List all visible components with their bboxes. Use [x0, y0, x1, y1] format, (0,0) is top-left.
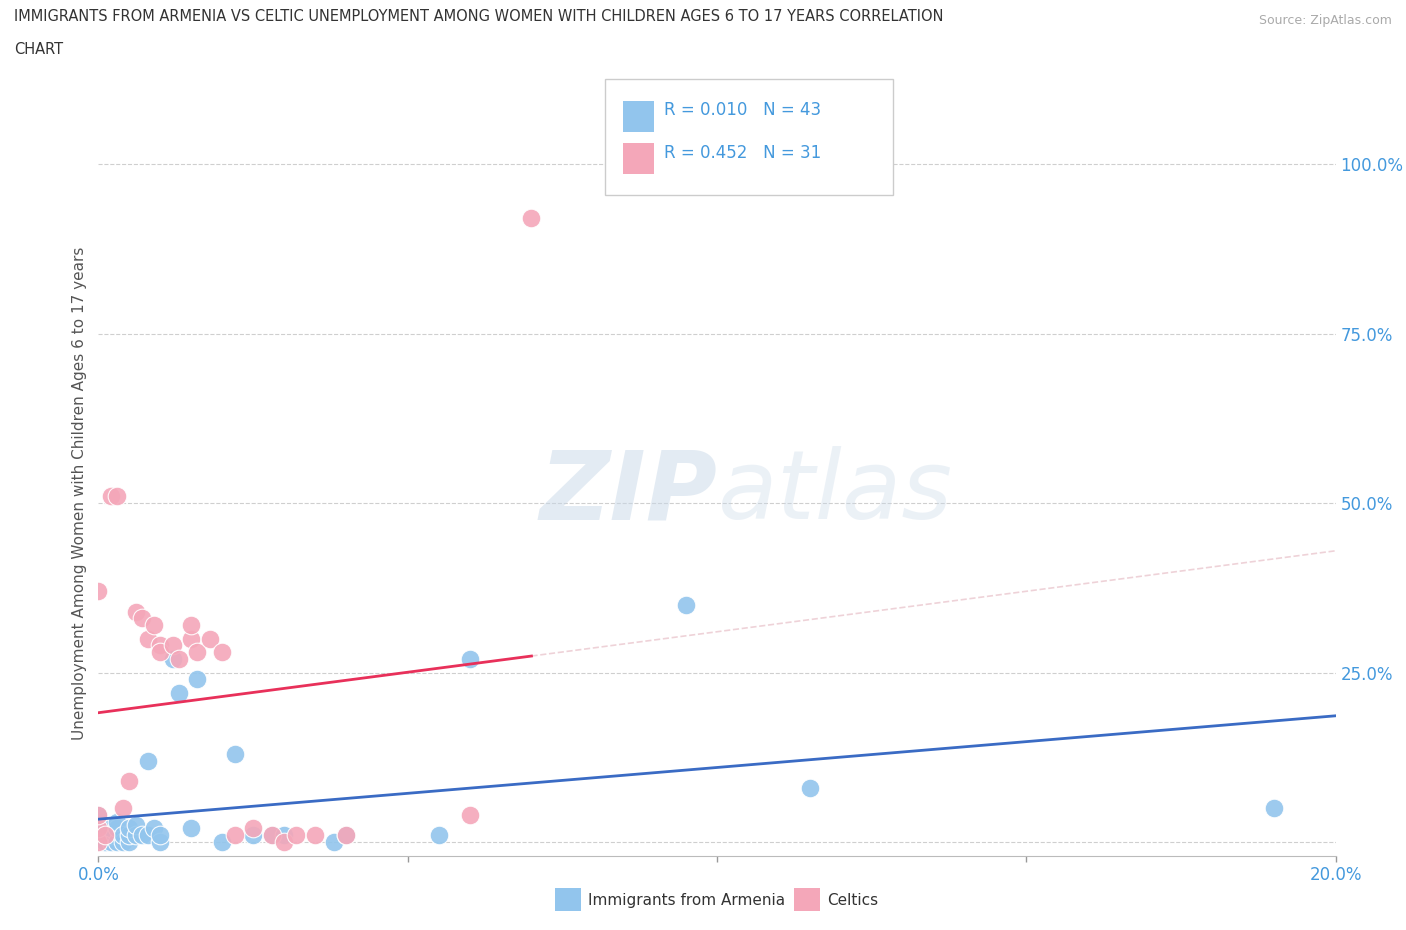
Point	[675, 597, 697, 612]
Point	[242, 821, 264, 836]
Point	[1263, 801, 1285, 816]
Point	[458, 652, 481, 667]
Point	[149, 828, 172, 843]
Point	[105, 489, 128, 504]
Text: atlas: atlas	[717, 446, 952, 539]
Point	[273, 834, 295, 849]
Point	[118, 821, 141, 836]
Text: Source: ZipAtlas.com: Source: ZipAtlas.com	[1258, 14, 1392, 27]
Point	[162, 652, 184, 667]
Text: CHART: CHART	[14, 42, 63, 57]
Point	[87, 821, 110, 836]
Point	[136, 631, 159, 646]
Point	[198, 631, 221, 646]
Point	[131, 828, 153, 843]
Point	[93, 834, 115, 849]
Point	[458, 807, 481, 822]
Point	[242, 828, 264, 843]
Point	[224, 747, 246, 762]
Point	[162, 638, 184, 653]
Point	[335, 828, 357, 843]
Point	[118, 774, 141, 789]
Point	[180, 821, 202, 836]
Point	[520, 211, 543, 226]
Point	[136, 828, 159, 843]
Point	[186, 644, 208, 659]
Point	[304, 828, 326, 843]
Point	[799, 780, 821, 795]
Point	[322, 834, 344, 849]
Point	[180, 631, 202, 646]
Point	[87, 828, 110, 843]
Point	[260, 828, 283, 843]
Point	[124, 817, 146, 832]
Point	[260, 828, 283, 843]
Text: ZIP: ZIP	[538, 446, 717, 539]
Point	[118, 828, 141, 843]
Point	[211, 834, 233, 849]
Point	[167, 652, 190, 667]
Point	[112, 801, 135, 816]
Point	[186, 671, 208, 686]
Text: R = 0.010   N = 43: R = 0.010 N = 43	[664, 101, 821, 119]
Point	[112, 828, 135, 843]
Point	[87, 834, 110, 849]
Point	[87, 807, 110, 822]
Point	[427, 828, 450, 843]
Text: Immigrants from Armenia: Immigrants from Armenia	[588, 893, 785, 908]
Point	[224, 828, 246, 843]
Point	[285, 828, 308, 843]
Text: R = 0.452   N = 31: R = 0.452 N = 31	[664, 144, 821, 162]
Point	[143, 618, 166, 632]
Point	[105, 815, 128, 830]
Point	[180, 618, 202, 632]
Point	[100, 489, 122, 504]
Point	[105, 821, 128, 836]
Point	[124, 828, 146, 843]
Point	[112, 834, 135, 849]
Point	[149, 644, 172, 659]
Point	[100, 828, 122, 843]
Point	[273, 828, 295, 843]
Point	[87, 584, 110, 599]
Point	[87, 831, 110, 846]
Point	[124, 604, 146, 619]
Point	[143, 821, 166, 836]
Text: Celtics: Celtics	[827, 893, 877, 908]
Point	[167, 685, 190, 700]
Point	[87, 815, 110, 830]
Point	[105, 834, 128, 849]
Point	[136, 753, 159, 768]
Point	[87, 807, 110, 822]
Point	[100, 821, 122, 836]
Point	[149, 638, 172, 653]
Text: IMMIGRANTS FROM ARMENIA VS CELTIC UNEMPLOYMENT AMONG WOMEN WITH CHILDREN AGES 6 : IMMIGRANTS FROM ARMENIA VS CELTIC UNEMPL…	[14, 9, 943, 24]
Point	[118, 834, 141, 849]
Point	[100, 834, 122, 849]
Point	[87, 821, 110, 836]
Point	[149, 834, 172, 849]
Point	[93, 828, 115, 843]
Point	[335, 828, 357, 843]
Point	[211, 644, 233, 659]
Y-axis label: Unemployment Among Women with Children Ages 6 to 17 years: Unemployment Among Women with Children A…	[72, 246, 87, 739]
Point	[93, 828, 115, 843]
Point	[87, 834, 110, 849]
Point	[131, 611, 153, 626]
